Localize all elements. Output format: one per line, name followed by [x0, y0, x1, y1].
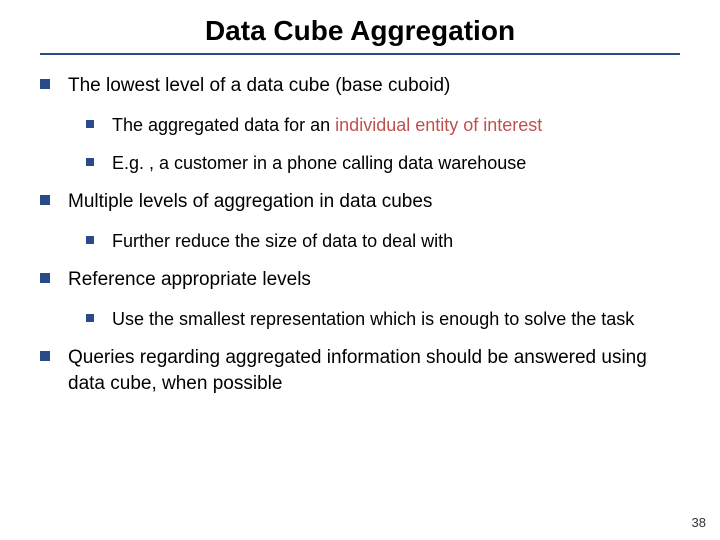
square-bullet-icon — [86, 314, 94, 322]
slide-content: The lowest level of a data cube (base cu… — [40, 73, 680, 396]
bullet-level1: The lowest level of a data cube (base cu… — [40, 73, 680, 99]
bullet-level2: Use the smallest representation which is… — [86, 307, 680, 331]
bullet-level2: Further reduce the size of data to deal … — [86, 229, 680, 253]
square-bullet-icon — [40, 273, 50, 283]
square-bullet-icon — [40, 79, 50, 89]
bullet-text: Further reduce the size of data to deal … — [112, 229, 680, 253]
square-bullet-icon — [40, 351, 50, 361]
slide: Data Cube Aggregation The lowest level o… — [0, 0, 720, 540]
bullet-text-highlight: individual entity of interest — [335, 115, 542, 135]
square-bullet-icon — [86, 120, 94, 128]
bullet-level2: E.g. , a customer in a phone calling dat… — [86, 151, 680, 175]
title-divider — [40, 53, 680, 55]
bullet-text-pre: The aggregated data for an — [112, 115, 335, 135]
bullet-level1: Multiple levels of aggregation in data c… — [40, 189, 680, 215]
page-number: 38 — [692, 515, 706, 530]
bullet-text: The lowest level of a data cube (base cu… — [68, 73, 680, 99]
bullet-level1: Queries regarding aggregated information… — [40, 345, 680, 396]
square-bullet-icon — [86, 158, 94, 166]
square-bullet-icon — [86, 236, 94, 244]
slide-title: Data Cube Aggregation — [40, 15, 680, 47]
bullet-text: E.g. , a customer in a phone calling dat… — [112, 151, 680, 175]
bullet-level2: The aggregated data for an individual en… — [86, 113, 680, 137]
square-bullet-icon — [40, 195, 50, 205]
bullet-text: The aggregated data for an individual en… — [112, 113, 680, 137]
bullet-level1: Reference appropriate levels — [40, 267, 680, 293]
bullet-text: Multiple levels of aggregation in data c… — [68, 189, 680, 215]
bullet-text: Reference appropriate levels — [68, 267, 680, 293]
bullet-text: Use the smallest representation which is… — [112, 307, 680, 331]
bullet-text: Queries regarding aggregated information… — [68, 345, 680, 396]
